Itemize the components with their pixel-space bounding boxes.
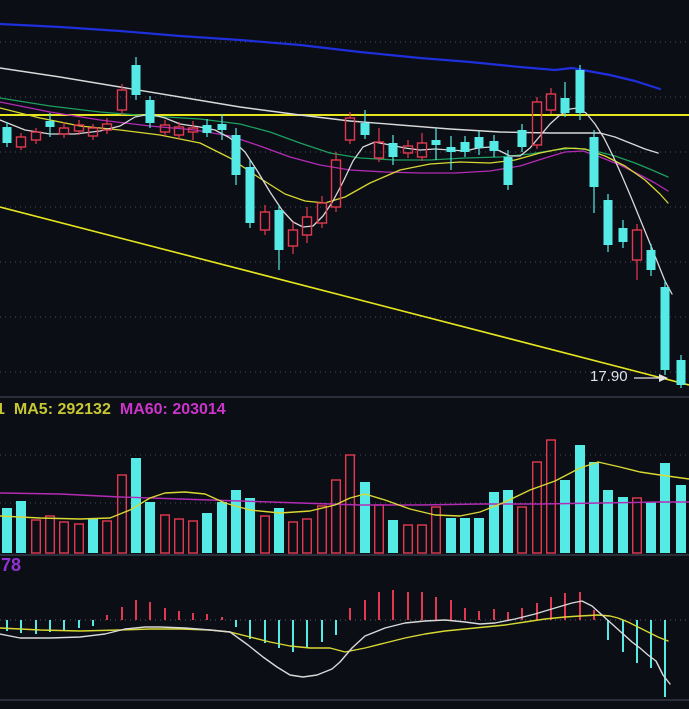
macd-indicator-header: 78	[1, 555, 21, 576]
macd-partial-label: 78	[1, 555, 22, 575]
latest-price-label: 17.90	[590, 368, 628, 385]
volume-ma5-label: MA5: 292132	[13, 401, 111, 418]
volume-indicator-header: 1 MA5: 292132 MA60: 203014	[0, 401, 235, 419]
volume-ma60-label: MA60: 203014	[119, 401, 226, 418]
volume-partial-label: 1	[0, 401, 5, 418]
